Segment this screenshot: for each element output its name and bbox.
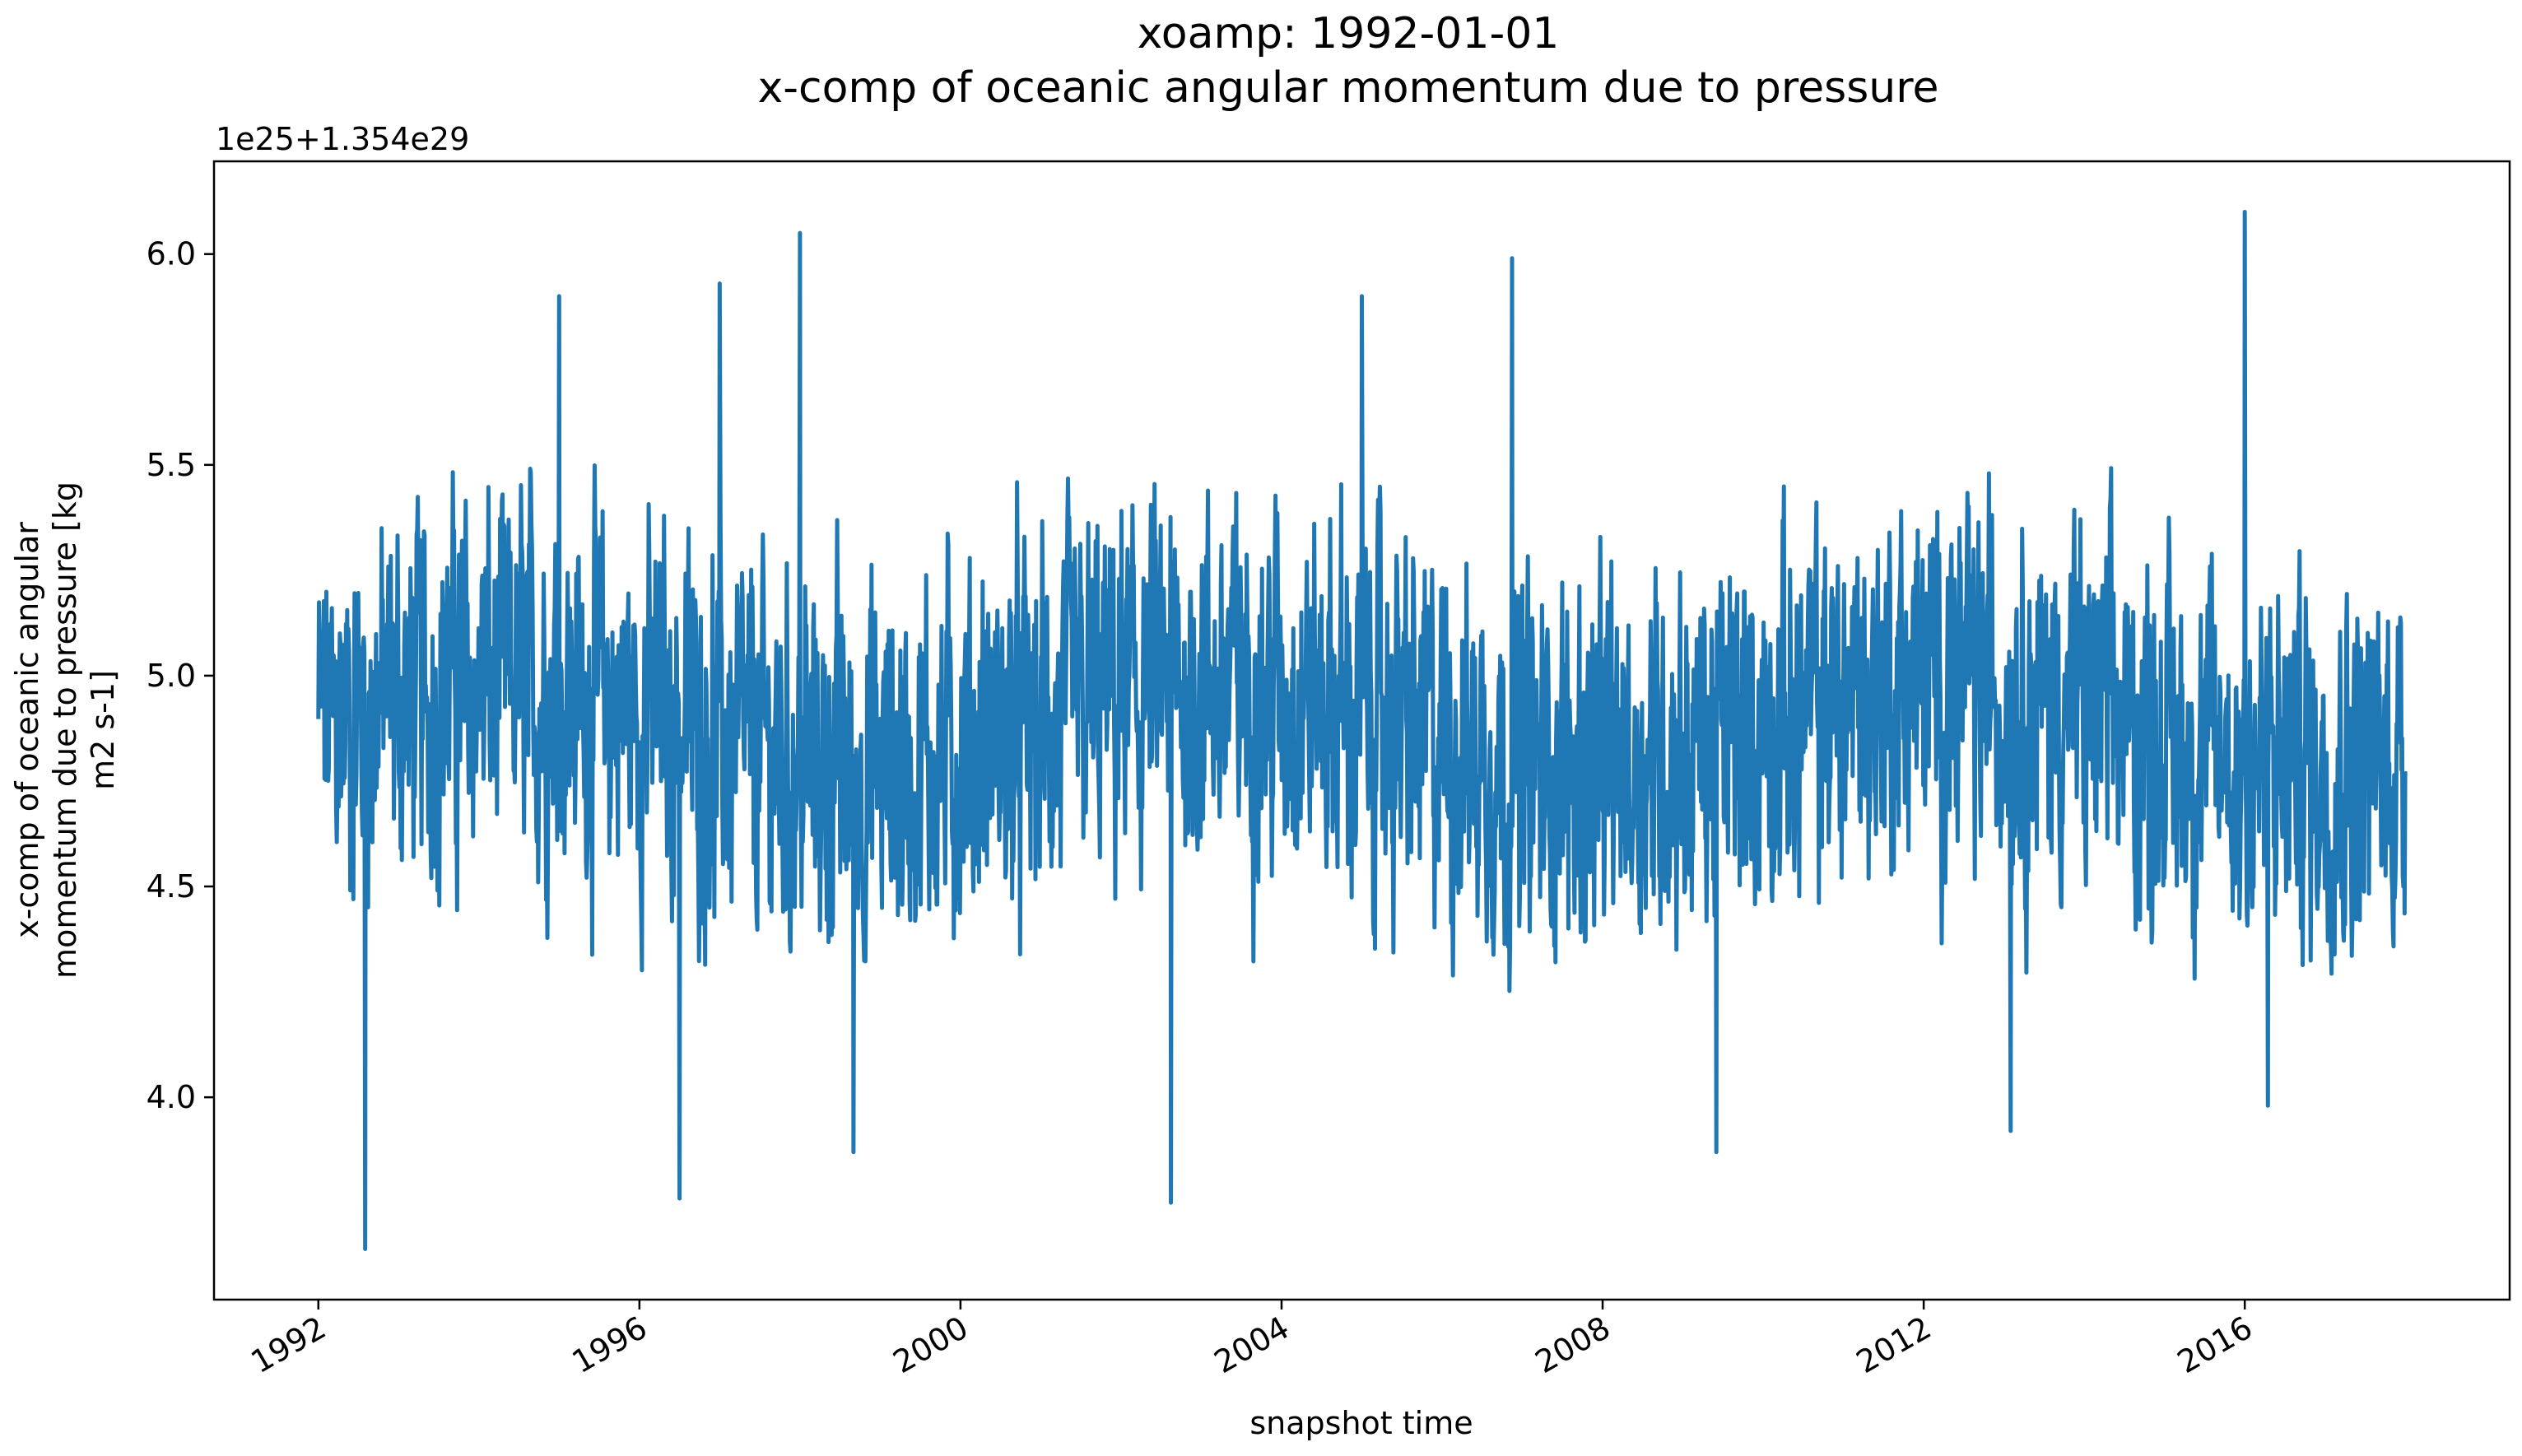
chart-subtitle: x-comp of oceanic angular momentum due t… [757, 63, 1938, 113]
y-tick-label: 4.5 [147, 868, 196, 905]
y-offset-label: 1e25+1.354e29 [216, 121, 469, 157]
plot-area [316, 209, 2408, 1252]
y-axis-label-line-2: momentum due to pressure [kg [47, 481, 83, 979]
plot-frame [212, 160, 2511, 1301]
y-axis-label: x-comp of oceanic angular momentum due t… [9, 481, 121, 979]
y-tick-label: 4.0 [147, 1079, 196, 1115]
y-tick-label: 5.5 [147, 447, 196, 483]
series-line [316, 209, 2408, 1252]
y-tick-label: 5.0 [147, 658, 196, 694]
y-axis: 4.0 4.5 5.0 5.5 6.0 [147, 236, 214, 1115]
chart-title: xoamp: 1992-01-01 [1138, 9, 1560, 58]
x-axis-label: snapshot time [1249, 1405, 1473, 1441]
y-axis-label-line-3: m2 s-1] [85, 670, 121, 790]
y-axis-label-line-1: x-comp of oceanic angular [9, 522, 45, 938]
y-tick-label: 6.0 [147, 236, 196, 272]
